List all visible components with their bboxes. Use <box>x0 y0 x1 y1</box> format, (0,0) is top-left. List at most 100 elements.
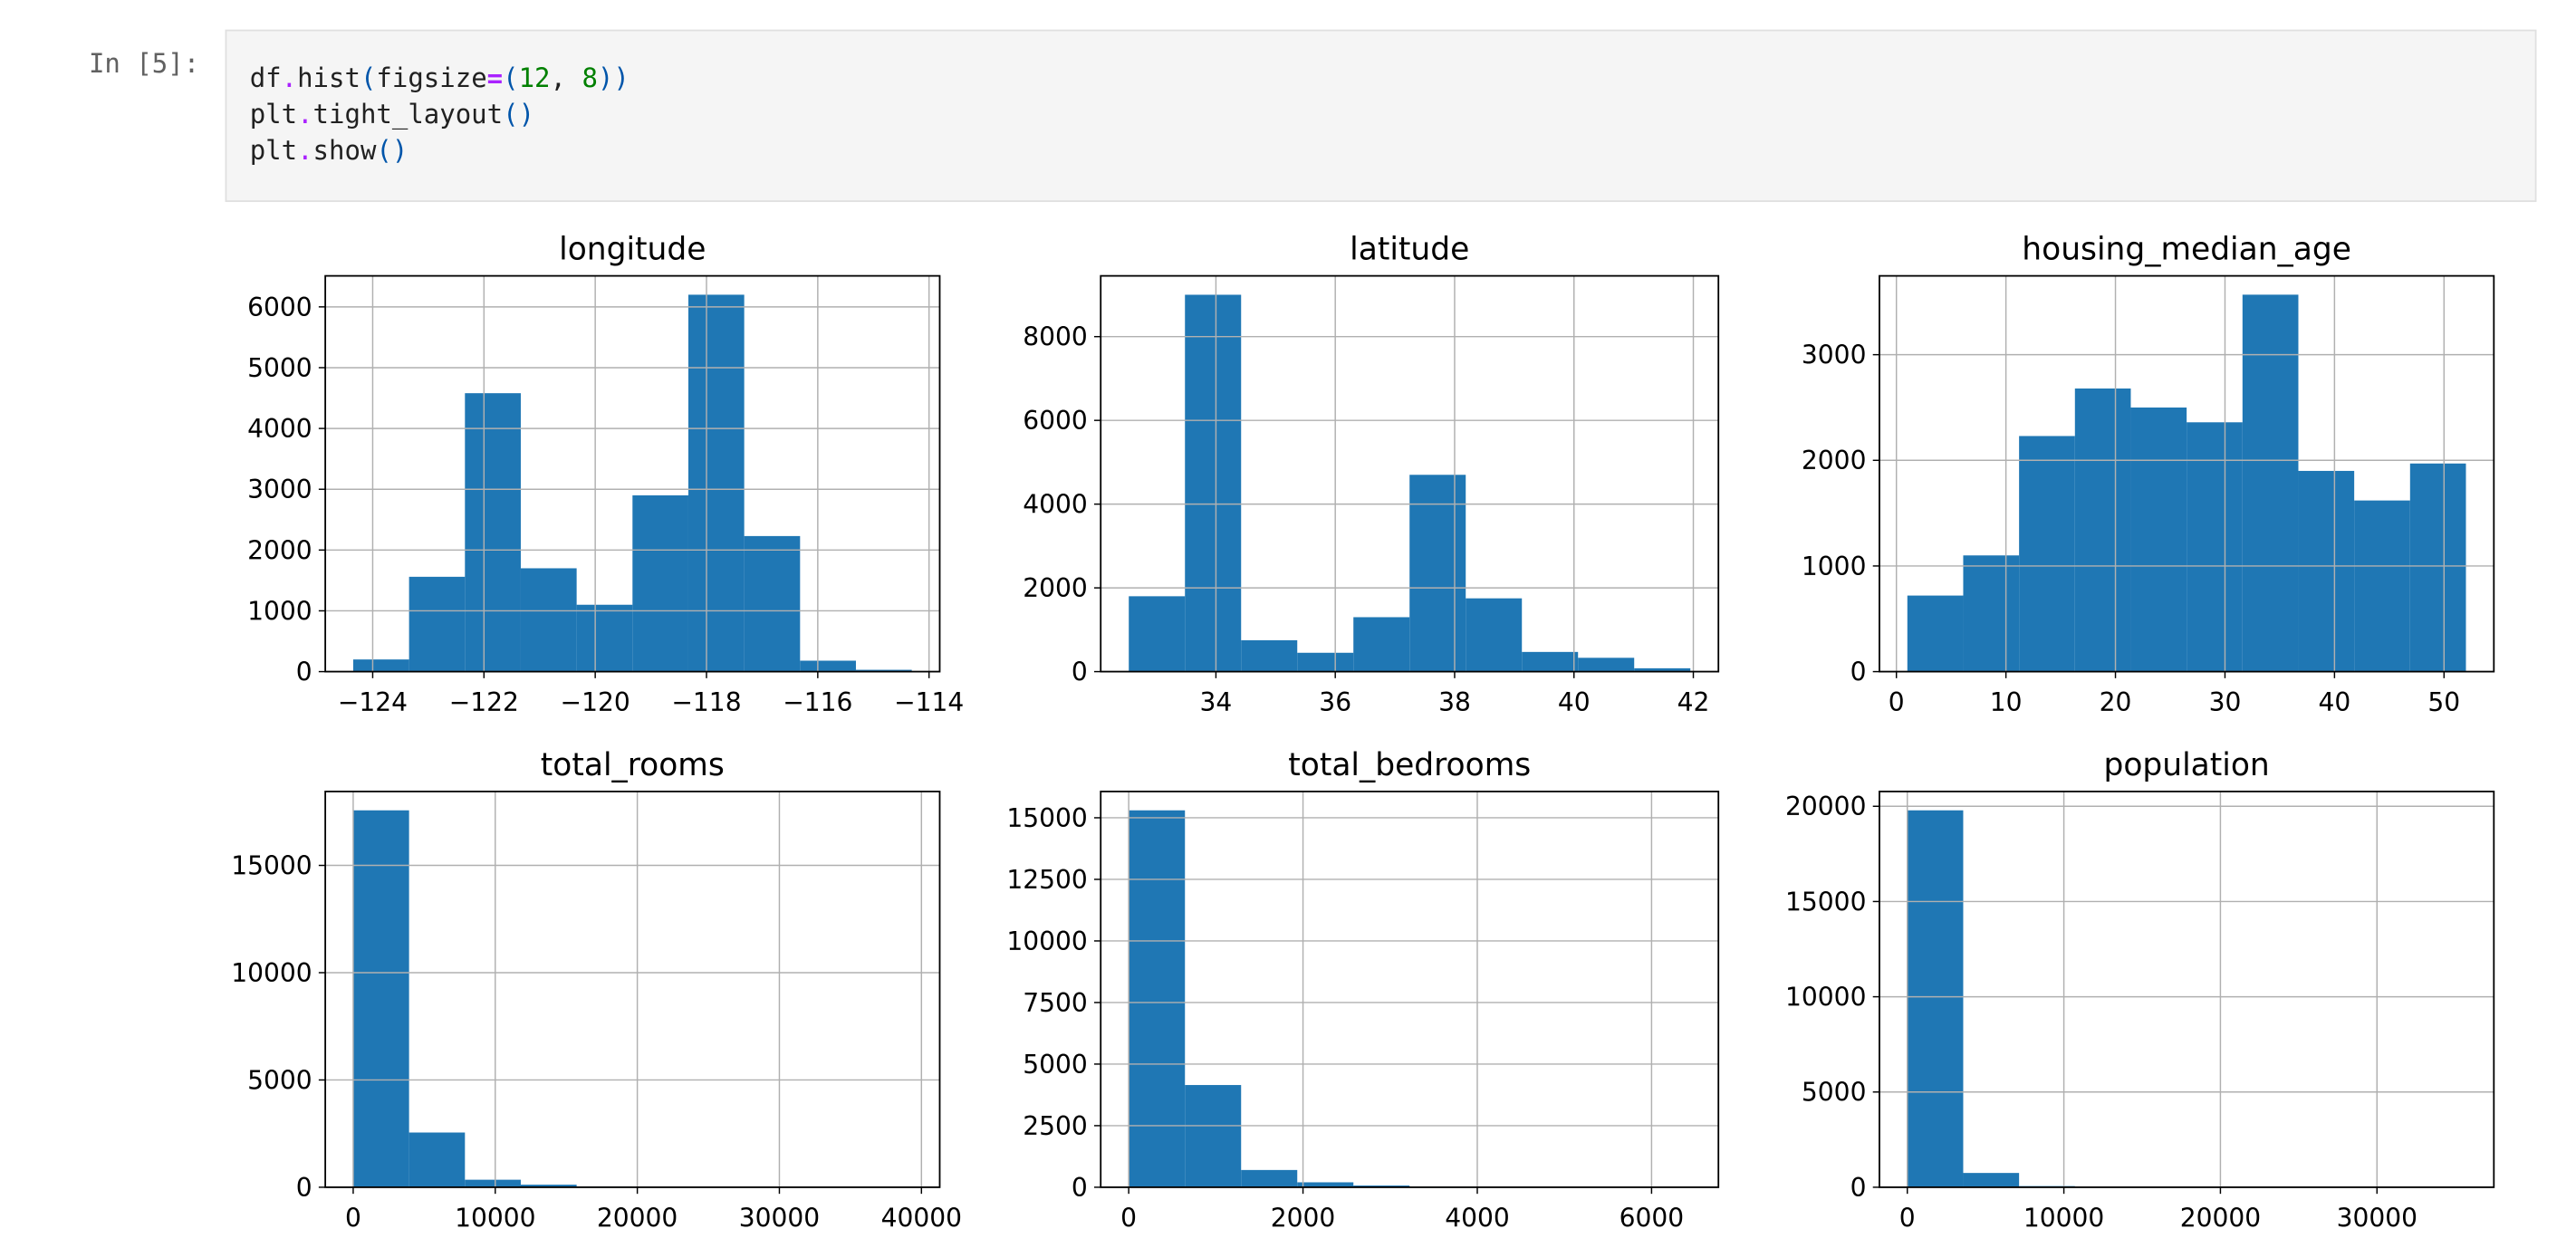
x-tick-label: 40 <box>1558 687 1591 717</box>
bar <box>1963 555 2020 672</box>
y-tick-label: 0 <box>296 1173 312 1203</box>
code-token: ) <box>519 99 534 130</box>
bar <box>855 669 912 672</box>
x-tick-label: 4000 <box>1445 1203 1510 1233</box>
x-tick-label: 20000 <box>2180 1203 2261 1233</box>
y-tick-label: 3000 <box>247 475 312 504</box>
bar <box>1353 1186 1410 1187</box>
bar <box>1241 1169 1298 1187</box>
code-token: hist <box>297 62 360 93</box>
x-tick-label: 30000 <box>2337 1203 2417 1233</box>
code-token: ( <box>503 99 518 130</box>
code-token: df <box>250 62 282 93</box>
bar <box>465 393 521 672</box>
code-token: ( <box>360 62 376 93</box>
code-token: tight_layout <box>313 99 504 130</box>
axes-frame <box>324 274 941 673</box>
x-tick-label: 0 <box>1889 687 1905 717</box>
axes-frame <box>1879 274 2495 673</box>
y-tick-label: 0 <box>1850 1173 1867 1203</box>
x-tick-label: 20000 <box>597 1203 678 1233</box>
y-tick-label: 6000 <box>247 293 312 322</box>
code-token: plt <box>250 135 297 166</box>
x-tick-label: −122 <box>449 687 519 717</box>
x-tick-label: 10 <box>1990 687 2023 717</box>
bar <box>409 576 466 672</box>
y-tick-label: 2500 <box>1023 1111 1088 1141</box>
code-token: . <box>297 135 312 166</box>
y-tick-label: 6000 <box>1023 406 1088 436</box>
bar <box>409 1132 466 1187</box>
y-tick-label: 10000 <box>1785 983 1866 1013</box>
y-tick-label: 4000 <box>247 414 312 444</box>
chart-title: total_rooms <box>541 747 725 783</box>
y-tick-label: 0 <box>1850 658 1867 687</box>
x-tick-label: −114 <box>894 687 964 717</box>
y-tick-label: 15000 <box>1785 887 1866 917</box>
chart-title: latitude <box>1350 231 1469 267</box>
code-line: plt.show() <box>250 135 409 166</box>
bar <box>352 810 409 1187</box>
bar <box>2242 294 2299 672</box>
y-tick-label: 8000 <box>1023 322 1088 352</box>
bar <box>2187 422 2243 672</box>
code-token: ) <box>598 62 613 93</box>
x-tick-label: 6000 <box>1620 1203 1685 1233</box>
chart-title: longitude <box>559 231 706 267</box>
y-tick-label: 1000 <box>247 596 312 626</box>
code-token: , <box>551 62 582 93</box>
y-tick-label: 5000 <box>247 353 312 383</box>
code-token: ) <box>392 135 408 166</box>
bar <box>352 659 409 672</box>
x-tick-label: 42 <box>1677 687 1710 717</box>
x-tick-label: 36 <box>1319 687 1351 717</box>
bar <box>1634 667 1691 672</box>
x-tick-label: 40 <box>2318 687 2350 717</box>
bar <box>1963 1173 2020 1187</box>
code-token: ( <box>376 135 391 166</box>
bar <box>632 494 688 672</box>
bar <box>1297 1182 1354 1187</box>
x-tick-label: 0 <box>345 1203 361 1233</box>
bar <box>1129 596 1186 672</box>
code-token: 8 <box>582 62 597 93</box>
bar <box>687 294 745 672</box>
bar <box>744 535 801 672</box>
x-tick-label: 20 <box>2100 687 2132 717</box>
x-tick-label: −124 <box>338 687 408 717</box>
x-tick-label: −118 <box>671 687 741 717</box>
bar <box>1353 617 1410 672</box>
bar <box>1409 475 1466 672</box>
code-token: = <box>487 62 503 93</box>
bar <box>2074 388 2131 672</box>
code-cell[interactable] <box>225 29 2537 203</box>
bar <box>1907 595 1964 672</box>
code-line: plt.tight_layout() <box>250 99 534 130</box>
chart-title: population <box>2103 747 2269 783</box>
y-tick-label: 15000 <box>231 851 312 881</box>
code-token: 12 <box>519 62 551 93</box>
y-tick-label: 3000 <box>1802 341 1867 370</box>
x-tick-label: 30000 <box>739 1203 820 1233</box>
bar <box>1578 658 1635 672</box>
y-tick-label: 15000 <box>1006 803 1087 833</box>
y-tick-label: 0 <box>1072 1173 1088 1203</box>
y-tick-label: 5000 <box>247 1065 312 1095</box>
x-tick-label: 2000 <box>1271 1203 1336 1233</box>
x-tick-label: 10000 <box>455 1203 535 1233</box>
prompt: In [5]: <box>89 48 199 79</box>
x-tick-label: −116 <box>783 687 852 717</box>
code-token: ( <box>503 62 518 93</box>
y-tick-label: 10000 <box>231 958 312 988</box>
chart-title: housing_median_age <box>2022 231 2351 267</box>
bar <box>2298 470 2355 672</box>
bar <box>520 1185 577 1187</box>
code-line: df.hist(figsize=(12, 8)) <box>250 62 630 93</box>
y-tick-label: 5000 <box>1023 1050 1088 1080</box>
y-tick-label: 12500 <box>1006 865 1087 895</box>
x-tick-label: 10000 <box>2023 1203 2104 1233</box>
x-tick-label: 0 <box>1899 1203 1916 1233</box>
x-tick-label: −120 <box>561 687 630 717</box>
